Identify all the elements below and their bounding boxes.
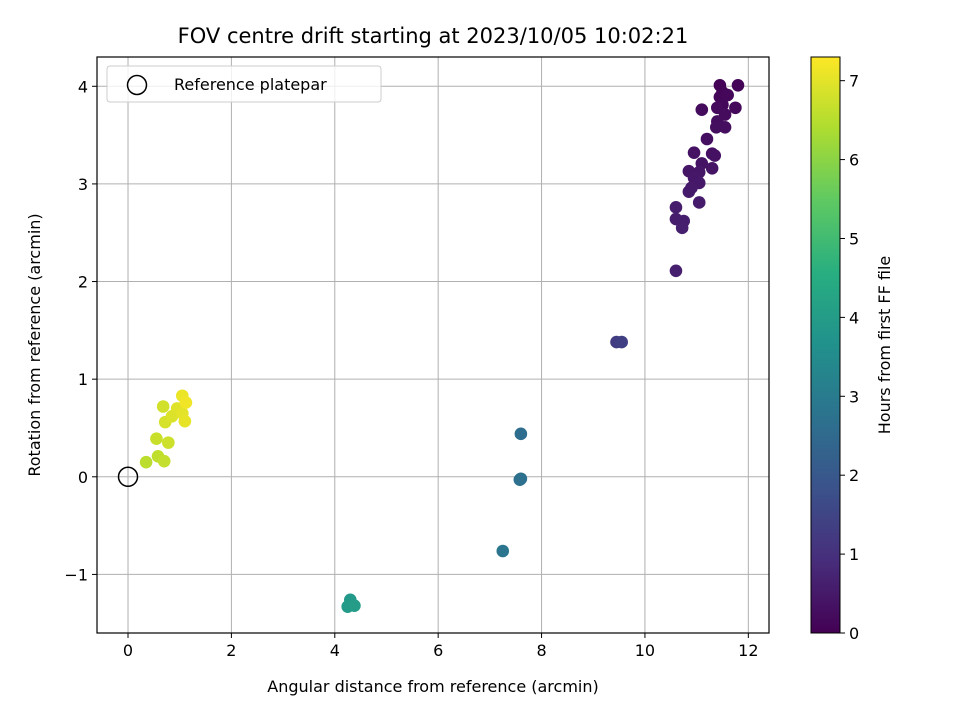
x-tick-label: 6 [433, 641, 443, 660]
data-point [157, 454, 171, 468]
reference-marker [117, 466, 139, 488]
legend-label-reference: Reference platepar [174, 75, 327, 94]
colorbar-tick-label: 7 [849, 72, 859, 91]
plot-area [96, 56, 770, 634]
y-tick-label: 0 [78, 468, 88, 487]
data-point [179, 396, 193, 409]
data-point [700, 132, 714, 146]
colorbar-ticks: 0 1 2 3 4 5 6 7 [840, 72, 859, 643]
data-points [139, 79, 745, 613]
chart-title: FOV centre drift starting at 2023/10/05 … [178, 24, 689, 48]
colorbar-tick-label: 0 [849, 624, 859, 643]
data-point [514, 427, 528, 441]
x-tick-label: 2 [226, 641, 236, 660]
data-point [162, 436, 175, 449]
y-tick-label: 2 [78, 273, 88, 292]
data-point [695, 103, 709, 117]
y-axis-label: Rotation from reference (arcmin) [25, 213, 44, 476]
data-point [150, 432, 163, 446]
data-point [178, 414, 192, 428]
data-point [156, 400, 170, 413]
x-tick-label: 8 [536, 641, 546, 660]
colorbar-label: Hours from first FF file [875, 256, 894, 435]
legend-reference-marker [126, 74, 148, 96]
data-point [669, 264, 683, 278]
plot-frame [96, 56, 770, 634]
legend: Reference platepar [106, 65, 382, 103]
x-axis-label: Angular distance from reference (arcmin) [267, 677, 598, 696]
data-point [682, 185, 696, 199]
data-point [721, 88, 734, 102]
plot-background [97, 57, 769, 633]
data-point [496, 544, 510, 558]
data-point [729, 101, 742, 115]
data-point [615, 335, 628, 349]
x-tick-label: 12 [738, 641, 758, 660]
x-tick-label: 10 [635, 641, 655, 660]
colorbar-tick-label: 5 [849, 229, 859, 248]
data-point [687, 146, 701, 159]
data-point [513, 473, 527, 487]
data-point [709, 120, 723, 134]
data-point [692, 196, 706, 209]
colorbar-tick-label: 3 [849, 387, 859, 406]
colorbar-tick-label: 2 [849, 466, 859, 485]
grid [97, 57, 769, 633]
y-tick-label: 3 [78, 175, 88, 194]
colorbar-tick-label: 4 [849, 308, 859, 327]
x-tick-label: 4 [330, 641, 340, 660]
data-point [675, 221, 689, 235]
y-axis: −1 0 1 2 3 4 [64, 77, 97, 584]
data-point [139, 455, 153, 469]
data-point [669, 201, 683, 214]
colorbar-gradient [810, 56, 841, 634]
x-tick-label: 0 [123, 641, 133, 660]
data-point [731, 79, 745, 92]
data-point [348, 599, 361, 612]
colorbar: 0 1 2 3 4 5 6 7 Hours from first FF file [810, 56, 894, 643]
colorbar-tick-label: 6 [849, 151, 859, 170]
y-tick-label: −1 [64, 565, 88, 584]
legend-box [106, 65, 382, 103]
data-point [708, 149, 722, 162]
x-axis: 0 2 4 6 8 10 12 [123, 633, 759, 660]
data-point [705, 161, 719, 175]
colorbar-tick-label: 1 [849, 545, 859, 564]
data-point [718, 120, 732, 134]
y-tick-label: 4 [78, 77, 88, 96]
y-tick-label: 1 [78, 370, 88, 389]
